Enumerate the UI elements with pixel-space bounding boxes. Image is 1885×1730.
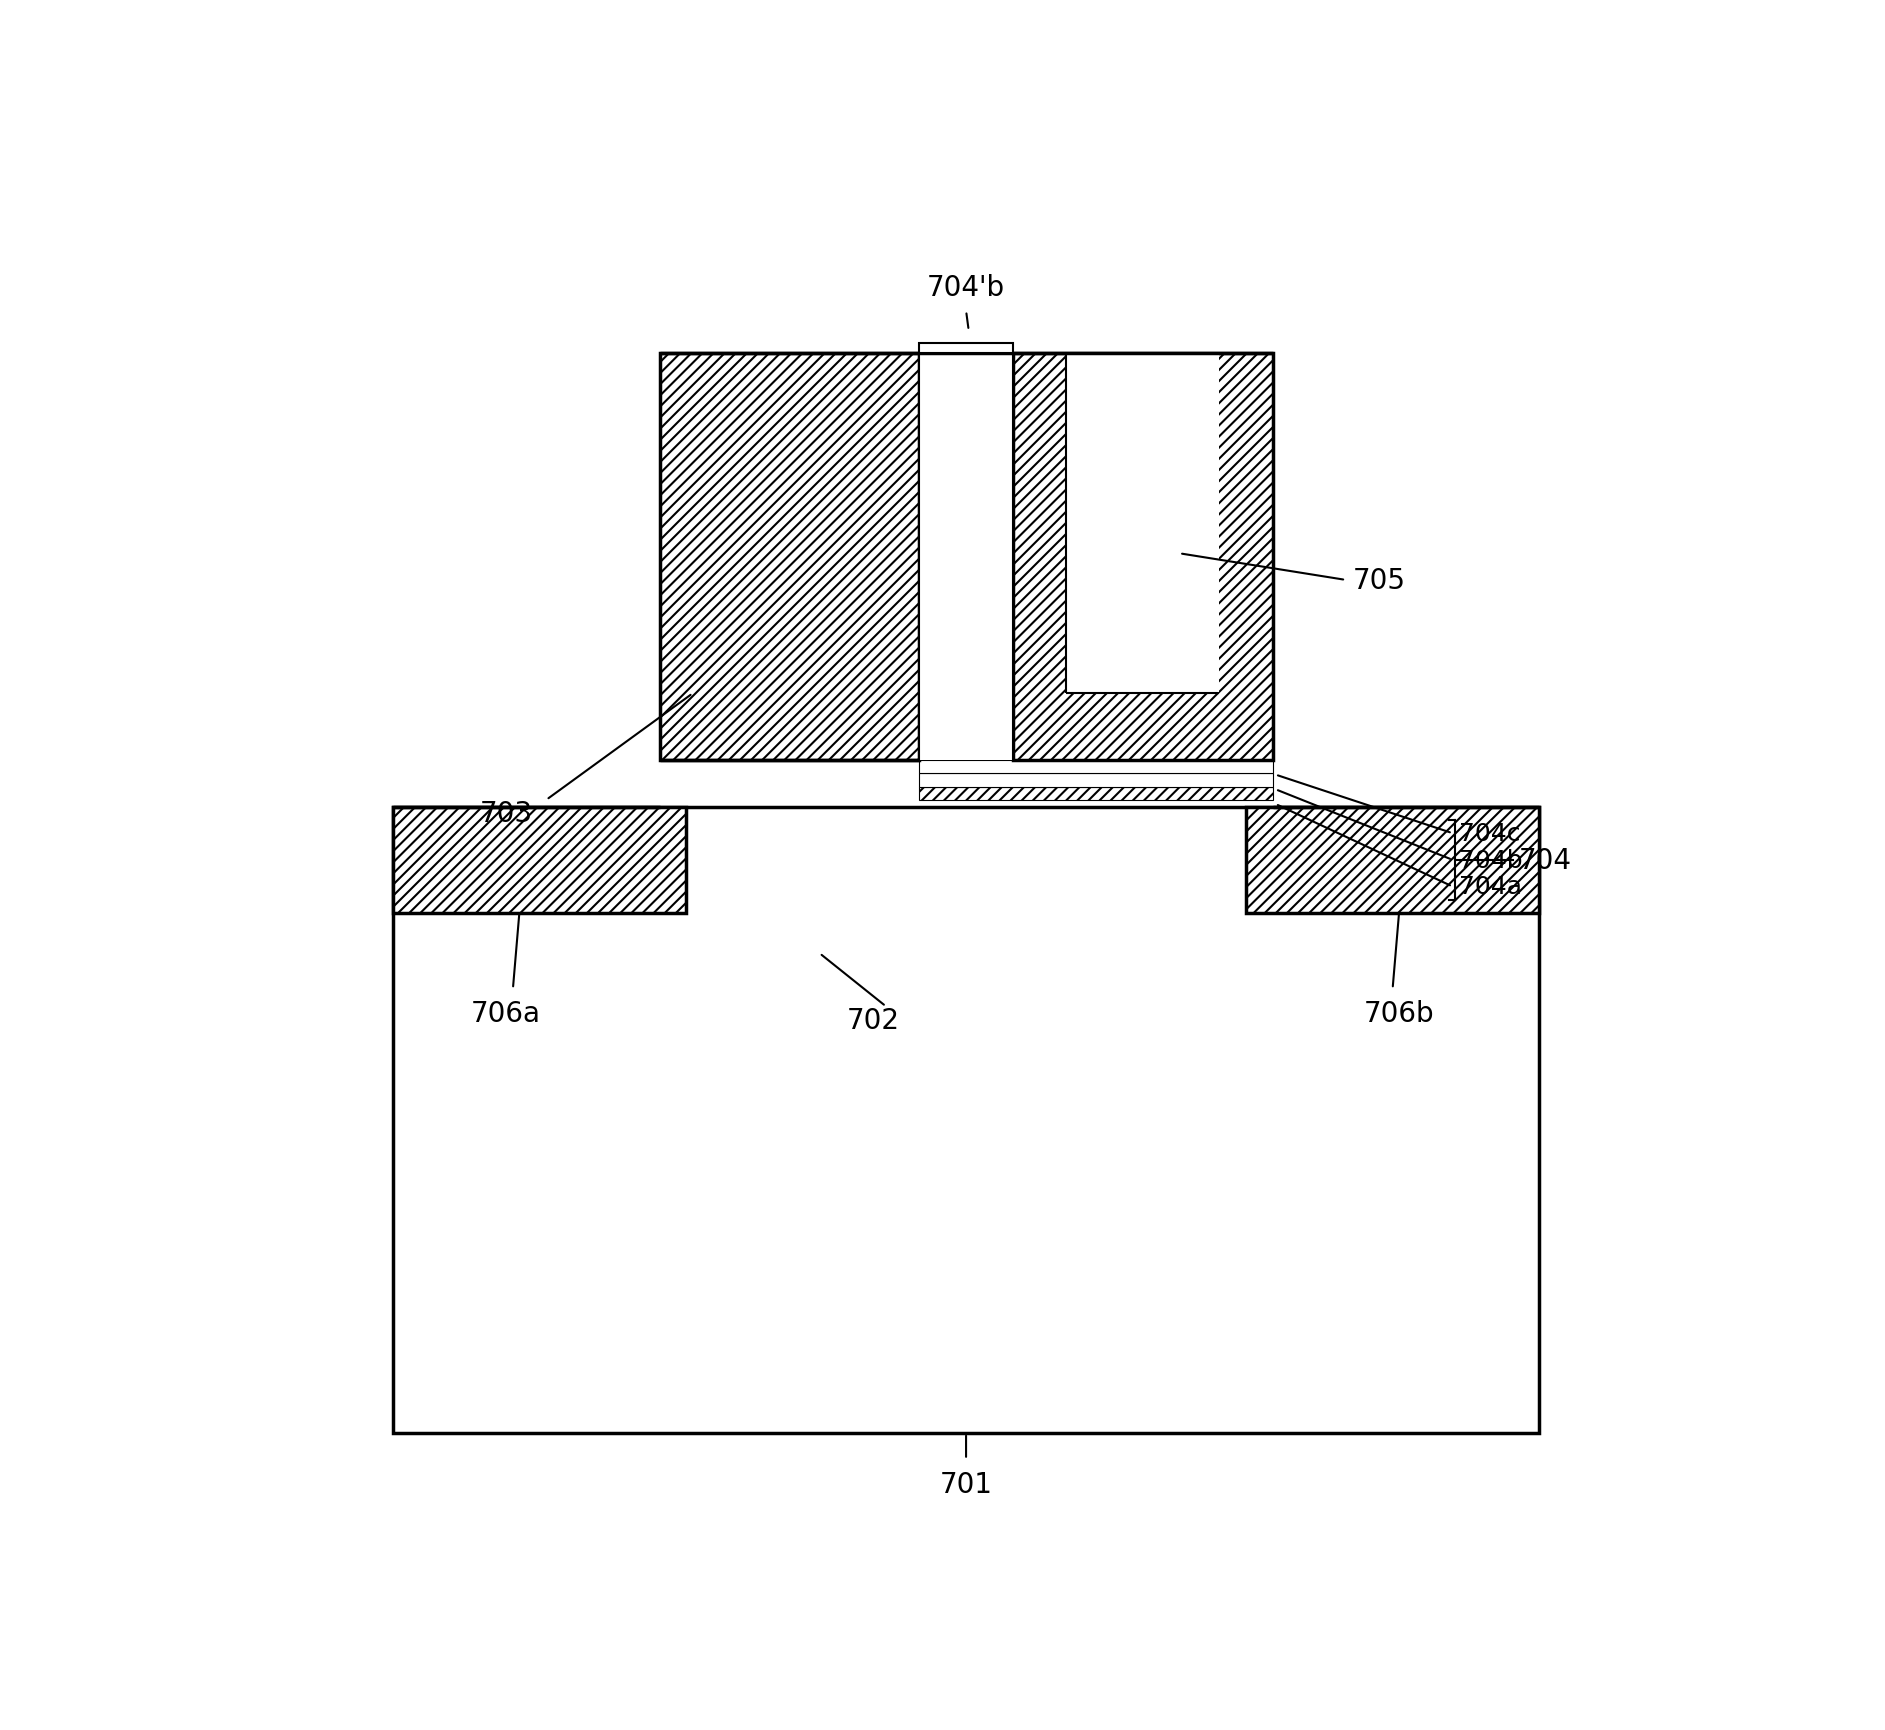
Bar — [920, 787, 1272, 801]
Bar — [392, 806, 686, 913]
Text: 704'b: 704'b — [927, 273, 1005, 301]
Text: 704c: 704c — [1459, 822, 1521, 846]
Bar — [1246, 806, 1540, 913]
Text: 706a: 706a — [471, 1000, 541, 1028]
Bar — [920, 773, 1272, 787]
Text: 704: 704 — [1519, 846, 1572, 874]
Bar — [920, 344, 1012, 355]
Text: 705: 705 — [1353, 567, 1406, 595]
Text: 703: 703 — [481, 799, 533, 827]
Bar — [1067, 355, 1220, 694]
Text: 702: 702 — [846, 1007, 899, 1035]
Bar — [920, 761, 1272, 773]
Text: 704b: 704b — [1459, 848, 1523, 872]
Text: 704a: 704a — [1459, 875, 1523, 900]
Text: 701: 701 — [939, 1470, 993, 1498]
Bar — [920, 355, 1012, 761]
Bar — [1012, 355, 1272, 761]
Bar — [392, 806, 1540, 1432]
Bar — [660, 355, 920, 761]
Text: 706b: 706b — [1365, 1000, 1434, 1028]
